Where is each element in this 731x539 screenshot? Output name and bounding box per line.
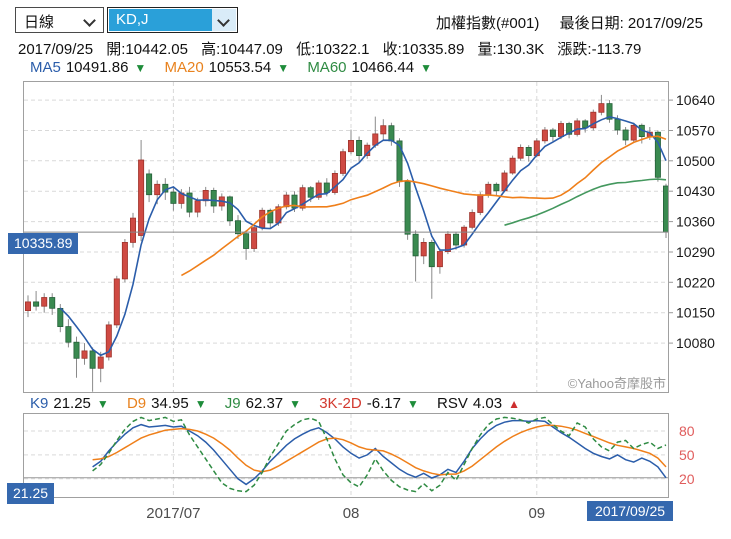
indicator-select-value: KD,J <box>116 11 149 28</box>
down-arrow-icon: ▼ <box>96 397 109 411</box>
ma-row: MA5 10491.86 ▼ MA20 10553.54 ▼ MA60 10466.44 ▼ <box>30 59 432 76</box>
ma5-label: MA5 <box>30 59 61 76</box>
svg-text:10290: 10290 <box>676 244 715 260</box>
indicator-select-chevron-zone <box>212 9 236 31</box>
indicator-select[interactable]: KD,J <box>107 7 238 33</box>
last-date-text: 最後日期: 2017/09/25 <box>559 15 703 32</box>
ma60-label: MA60 <box>307 59 347 76</box>
ma5-value: 10491.86 <box>65 59 129 76</box>
quote-low: 低:10322.1 <box>296 41 370 58</box>
x-axis-label: 2017/07 <box>146 505 201 522</box>
svg-text:10080: 10080 <box>676 335 715 351</box>
period-select[interactable]: 日線 <box>15 7 104 33</box>
last-date-box: 2017/09/25 <box>587 501 673 521</box>
ma20-label: MA20 <box>164 59 204 76</box>
svg-text:10430: 10430 <box>676 183 715 199</box>
indicator-select-highlight <box>109 9 212 31</box>
down-arrow-icon: ▼ <box>277 61 290 75</box>
quote-row: 2017/09/25 開:10442.05 高:10447.09 低:10322… <box>18 38 650 59</box>
d9-value: 34.95 <box>151 395 189 412</box>
kdj-stats-row: K9 21.25 ▼ D9 34.95 ▼ J9 62.37 ▼ 3K-2D -6.17 ▼ R… <box>30 395 520 412</box>
last-price-label: 10335.89 <box>8 233 79 255</box>
up-arrow-icon: ▲ <box>508 397 520 411</box>
j9-label: J9 <box>224 395 241 412</box>
svg-text:10570: 10570 <box>676 123 715 139</box>
chevron-down-icon <box>83 14 96 27</box>
svg-text:10500: 10500 <box>676 153 715 169</box>
watermark: ©Yahoo奇摩股市 <box>567 376 666 391</box>
svg-text:10360: 10360 <box>676 214 715 230</box>
down-arrow-icon: ▼ <box>406 397 419 411</box>
3k2d-label: 3K-2D <box>319 395 362 412</box>
svg-text:10640: 10640 <box>676 92 715 108</box>
svg-text:50: 50 <box>679 447 695 463</box>
x-axis-label: 09 <box>528 505 546 522</box>
main-chart[interactable]: 10080 10150 10220 10290 10360 10430 10500 10570… <box>23 81 731 393</box>
quote-date: 2017/09/25 <box>18 41 94 58</box>
down-arrow-icon: ▼ <box>194 397 207 411</box>
svg-text:10220: 10220 <box>676 274 715 290</box>
period-select-value: 日線 <box>24 14 55 31</box>
x-axis-label: 08 <box>342 505 360 522</box>
k9-label: K9 <box>30 395 49 412</box>
rsv-value: 4.03 <box>472 395 503 412</box>
ma60-value: 10466.44 <box>351 59 415 76</box>
quote-open: 開:10442.05 <box>106 41 188 58</box>
3k2d-value: -6.17 <box>366 395 401 412</box>
header-right: 加權指數(#001) 最後日期: 2017/09/25 <box>420 12 703 33</box>
quote-volume: 量:130.3K <box>477 41 545 58</box>
quote-high: 高:10447.09 <box>201 41 283 58</box>
d9-label: D9 <box>126 395 147 412</box>
quote-close: 收:10335.89 <box>382 41 465 58</box>
index-title: 加權指數(#001) <box>436 15 540 32</box>
svg-text:80: 80 <box>679 423 695 439</box>
j9-value: 62.37 <box>245 395 284 412</box>
rsv-label: RSV <box>437 395 468 412</box>
kdj-chart[interactable]: 20 50 80 <box>23 413 731 498</box>
k9-value: 21.25 <box>53 395 91 412</box>
kdj-value-label: 21.25 <box>7 482 55 504</box>
svg-text:20: 20 <box>679 471 695 487</box>
down-arrow-icon: ▼ <box>289 397 302 411</box>
down-arrow-icon: ▼ <box>134 61 147 75</box>
quote-change: 漲跌:-113.79 <box>557 41 642 58</box>
down-arrow-icon: ▼ <box>420 61 432 75</box>
svg-text:10150: 10150 <box>676 305 715 321</box>
ma20-value: 10553.54 <box>208 59 272 76</box>
